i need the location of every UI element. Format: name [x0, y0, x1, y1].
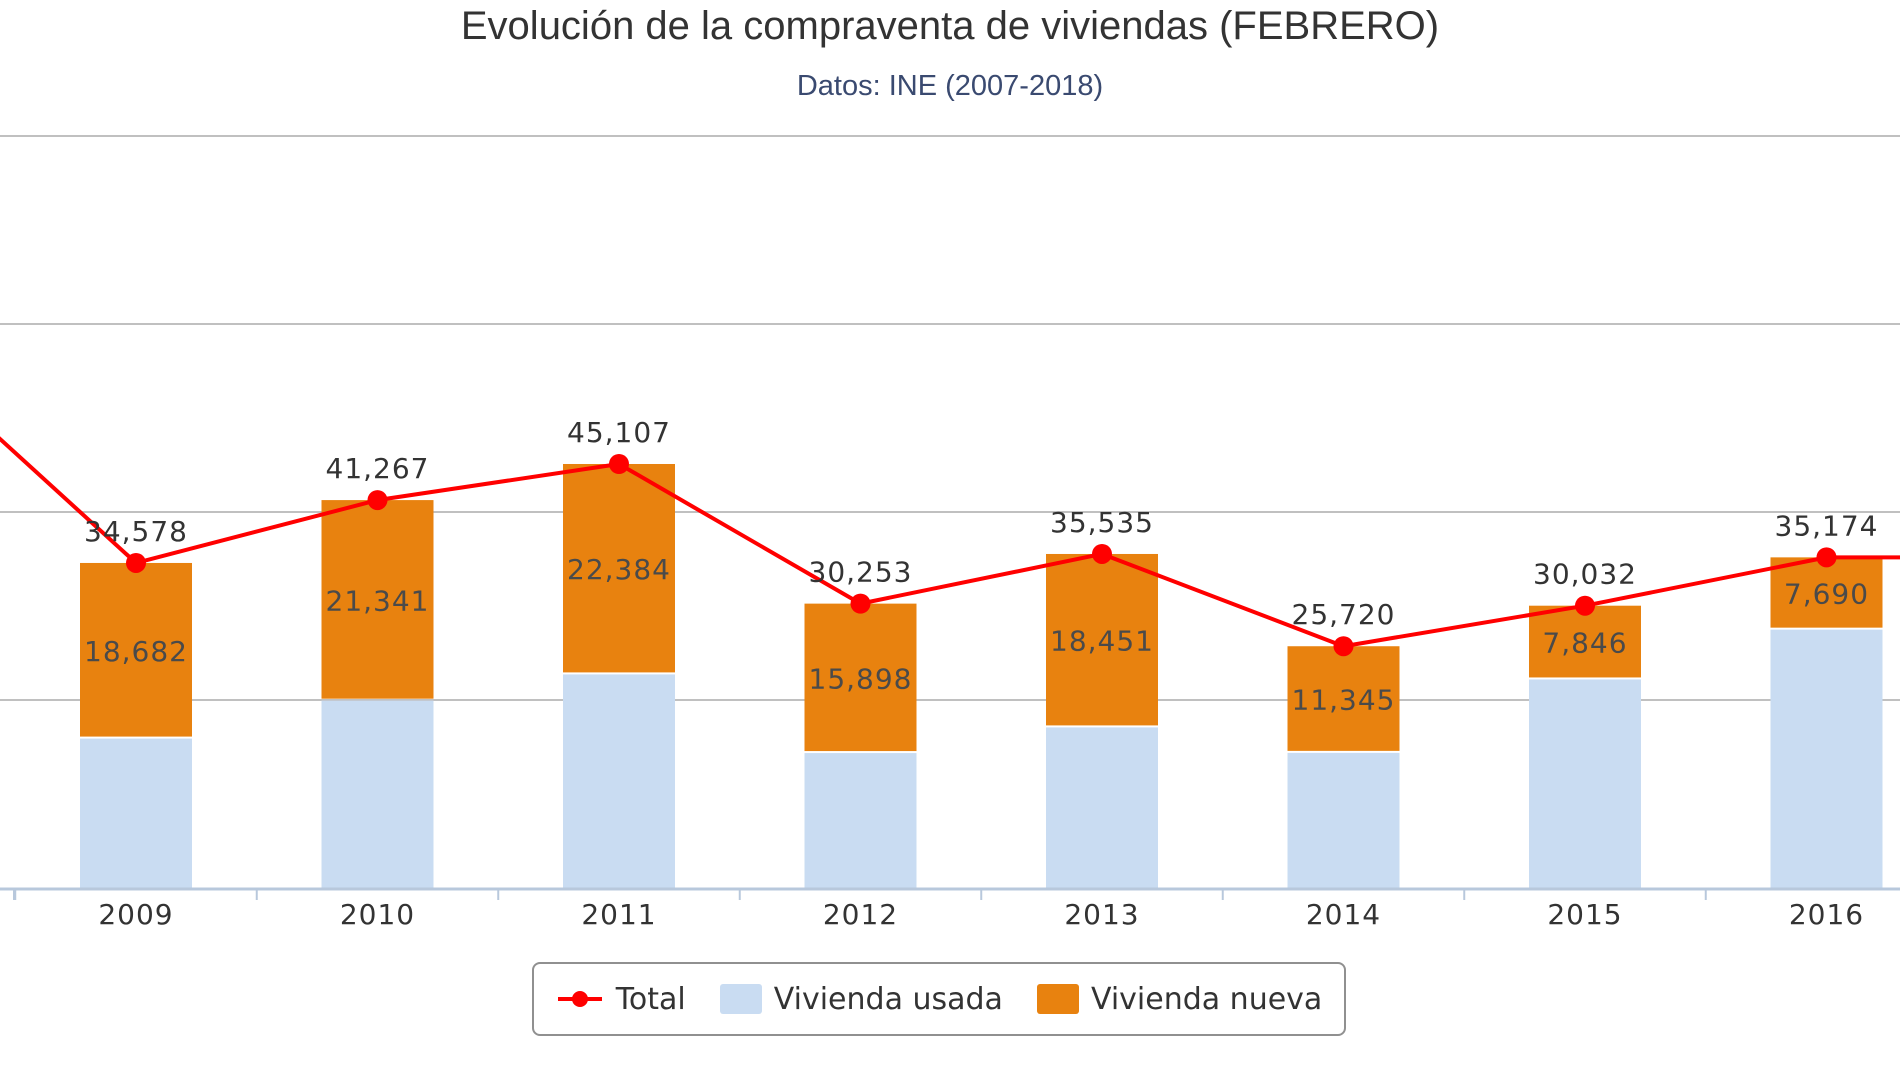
bar-nueva-2013	[1046, 553, 1158, 726]
bar-label-nueva-2013: 18,451	[1050, 625, 1154, 658]
swatch-usada-icon	[719, 984, 762, 1014]
total-point-2010	[367, 490, 388, 511]
chart-subtitle: Datos: INE (2007-2018)	[796, 70, 1104, 102]
bar-label-nueva-2014: 11,345	[1292, 684, 1396, 717]
x-tick-label-2015: 2015	[1547, 898, 1622, 931]
total-label-2015: 30,032	[1533, 558, 1637, 591]
total-point-2015	[1575, 595, 1595, 616]
total-point-2009	[126, 552, 146, 573]
bar-usada-2015	[1529, 679, 1641, 888]
total-point-2012	[850, 593, 871, 614]
x-tick-label-2010: 2010	[340, 898, 415, 931]
bar-usada-2012	[804, 753, 917, 888]
bar-nueva-2010	[321, 500, 434, 699]
bar-label-nueva-2016: 7,690	[1784, 578, 1869, 611]
line-layer	[0, 436, 1900, 657]
bar-nueva-2012	[804, 603, 917, 752]
total-label-2011: 45,107	[567, 416, 671, 449]
bar-label-nueva-2010: 21,341	[326, 584, 430, 617]
line-label-layer: 34,578 41,267 45,107 30,253 35,535 25,720 30,0…	[84, 416, 1879, 631]
bar-usada-2016	[1770, 629, 1883, 888]
x-tick-label-2014: 2014	[1306, 898, 1381, 931]
bar-nueva-2014	[1287, 646, 1400, 751]
total-label-2014: 25,720	[1292, 598, 1396, 631]
legend-label-nueva: Vivienda nueva	[1090, 981, 1323, 1017]
total-label-2012: 30,253	[809, 556, 913, 589]
x-tick-label-2012: 2012	[823, 898, 898, 931]
total-point-2011	[609, 453, 629, 474]
total-label-2010: 41,267	[326, 452, 430, 485]
total-line	[0, 436, 1900, 649]
bar-label-layer: 18,682 21,341 22,384 15,898 18,451 11,345 7,84…	[84, 553, 1869, 717]
x-tick-label-2016: 2016	[1789, 898, 1864, 931]
total-label-2009: 34,578	[84, 515, 188, 548]
bar-layer	[80, 463, 1883, 888]
total-label-2013: 35,535	[1050, 506, 1154, 539]
bar-label-nueva-2009: 18,682	[84, 635, 188, 668]
x-tick-label-2011: 2011	[581, 898, 656, 931]
total-point-2016	[1816, 547, 1837, 568]
swatch-nueva-icon	[1036, 984, 1079, 1014]
total-point-2014	[1333, 636, 1354, 657]
axis-layer: 2009 2010 2011 2012 2013 2014 2015 2016	[0, 887, 1900, 931]
x-tick-label-2009: 2009	[98, 898, 173, 931]
bar-usada-2010	[321, 700, 434, 888]
total-label-2016: 35,174	[1775, 509, 1879, 542]
bar-label-nueva-2015: 7,846	[1542, 627, 1627, 660]
bar-usada-2013	[1046, 727, 1158, 888]
bar-nueva-2011	[563, 463, 675, 673]
total-point-2013	[1092, 543, 1112, 564]
legend-item-vivienda-usada[interactable]: Vivienda usada	[719, 981, 1003, 1017]
legend-label-usada: Vivienda usada	[773, 981, 1003, 1017]
bar-usada-2014	[1287, 752, 1400, 888]
bar-nueva-2015	[1529, 605, 1641, 678]
bar-nueva-2016	[1770, 557, 1883, 628]
legend: Total Vivienda usada Vivienda nueva	[532, 962, 1346, 1036]
legend-item-total[interactable]: Total	[556, 982, 686, 1017]
line-marker-icon	[557, 991, 602, 1007]
x-tick-label-2013: 2013	[1064, 898, 1139, 931]
chart-title: Evolución de la compraventa de viviendas…	[460, 4, 1440, 48]
bar-label-nueva-2011: 22,384	[567, 553, 671, 586]
legend-label-total: Total	[615, 981, 686, 1017]
bar-usada-2011	[563, 674, 675, 888]
bar-nueva-2009	[80, 562, 192, 737]
bar-usada-2009	[80, 738, 192, 888]
bar-label-nueva-2012: 15,898	[809, 662, 913, 695]
legend-item-vivienda-nueva[interactable]: Vivienda nueva	[1036, 981, 1323, 1017]
